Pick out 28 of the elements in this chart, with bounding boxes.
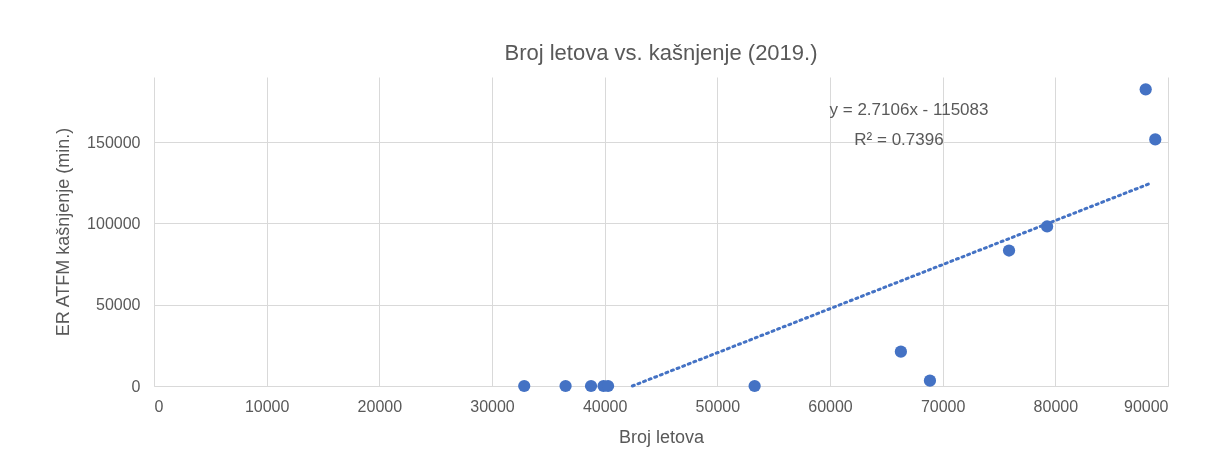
point — [748, 379, 761, 393]
x-tick-label: 60000 — [808, 397, 853, 415]
x-tick-label: 70000 — [920, 397, 966, 415]
y-tick-label: 150000 — [87, 133, 141, 151]
point — [923, 374, 937, 387]
annotation: R² = 0.7396 — [854, 130, 944, 149]
x-tick-label: 90000 — [1124, 397, 1169, 415]
x-tick-label: 40000 — [582, 397, 628, 415]
x-tick-label: 10000 — [244, 397, 290, 415]
x-tick-label: 50000 — [695, 397, 741, 415]
x-axis-title: Broj letova — [618, 426, 706, 447]
y-tick-label: 50000 — [96, 296, 141, 314]
x-tick-label: 80000 — [1033, 397, 1079, 415]
point — [1139, 83, 1152, 96]
x-tick-label: 30000 — [470, 397, 515, 415]
annotation: y = 2.7106x - 115083 — [829, 100, 989, 119]
point — [894, 345, 907, 358]
point — [584, 379, 598, 393]
point — [559, 379, 572, 393]
x-tick-label: 0 — [154, 397, 164, 415]
point — [1149, 133, 1162, 146]
x-tick-label: 20000 — [357, 397, 403, 415]
chart-title: Broj letova vs. kašnjenje (2019.) — [504, 40, 818, 65]
y-tick-label: 100000 — [87, 214, 141, 232]
point — [518, 379, 531, 393]
point — [1002, 244, 1016, 257]
y-tick-label: 0 — [131, 377, 141, 395]
y-axis-title: ER ATFM kašnjenje (min.) — [53, 127, 74, 337]
